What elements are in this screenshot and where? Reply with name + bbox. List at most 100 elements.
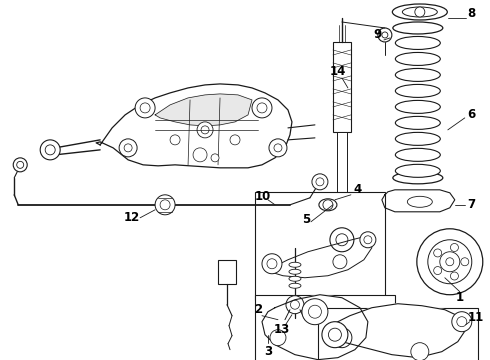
Circle shape (452, 312, 472, 332)
Polygon shape (155, 94, 252, 126)
Text: 12: 12 (124, 211, 140, 224)
Circle shape (378, 28, 392, 42)
Circle shape (323, 200, 333, 210)
Text: 5: 5 (302, 213, 310, 226)
Bar (255, 192, 385, 300)
Circle shape (193, 148, 207, 162)
Ellipse shape (395, 68, 441, 81)
Polygon shape (382, 190, 455, 212)
Circle shape (364, 236, 372, 244)
Ellipse shape (407, 196, 432, 207)
Circle shape (302, 299, 328, 325)
Circle shape (155, 195, 175, 215)
Circle shape (257, 103, 267, 113)
Circle shape (332, 328, 352, 348)
Text: 9: 9 (374, 28, 382, 41)
Bar (218, 260, 236, 284)
Text: 11: 11 (467, 311, 484, 324)
Circle shape (337, 333, 347, 343)
Circle shape (124, 144, 132, 152)
Ellipse shape (289, 276, 301, 281)
Circle shape (45, 145, 55, 155)
Ellipse shape (395, 85, 441, 98)
Circle shape (411, 343, 429, 360)
Circle shape (450, 272, 459, 280)
Ellipse shape (289, 269, 301, 274)
Circle shape (312, 174, 328, 190)
Circle shape (291, 300, 299, 309)
Text: 4: 4 (354, 183, 362, 196)
Ellipse shape (395, 116, 441, 129)
Polygon shape (262, 295, 368, 360)
Circle shape (360, 232, 376, 248)
Ellipse shape (395, 36, 441, 49)
Bar (335, 202, 349, 232)
Circle shape (270, 330, 286, 346)
Bar (318, 308, 478, 360)
Ellipse shape (395, 165, 441, 177)
Text: 8: 8 (467, 8, 476, 21)
Circle shape (40, 140, 60, 160)
Circle shape (316, 178, 324, 186)
Circle shape (336, 234, 348, 246)
Circle shape (201, 126, 209, 134)
Circle shape (461, 258, 469, 266)
Ellipse shape (393, 22, 443, 34)
Ellipse shape (319, 199, 337, 211)
Circle shape (135, 98, 155, 118)
Circle shape (333, 255, 347, 269)
Ellipse shape (289, 283, 301, 288)
Bar (337, 132, 347, 202)
Circle shape (211, 154, 219, 162)
Ellipse shape (395, 148, 441, 161)
Circle shape (434, 266, 441, 275)
Text: 3: 3 (264, 345, 272, 358)
Circle shape (197, 122, 213, 138)
Ellipse shape (393, 172, 443, 184)
Text: 6: 6 (467, 108, 476, 121)
Circle shape (119, 139, 137, 157)
Circle shape (440, 252, 460, 272)
Circle shape (382, 32, 388, 38)
Circle shape (328, 328, 342, 341)
Bar (255, 295, 395, 360)
Circle shape (417, 229, 483, 295)
Circle shape (330, 228, 354, 252)
Circle shape (457, 317, 467, 327)
Circle shape (308, 305, 321, 318)
Circle shape (434, 249, 441, 257)
Circle shape (170, 135, 180, 145)
Circle shape (415, 7, 425, 17)
Bar (333, 42, 351, 132)
Ellipse shape (402, 7, 437, 17)
Text: 2: 2 (254, 303, 262, 316)
Text: 10: 10 (255, 190, 271, 203)
Circle shape (13, 158, 27, 172)
Text: 13: 13 (274, 323, 290, 336)
Circle shape (160, 200, 170, 210)
Circle shape (267, 259, 277, 269)
Circle shape (286, 296, 304, 314)
Polygon shape (328, 304, 466, 358)
Circle shape (274, 144, 282, 152)
Polygon shape (265, 236, 372, 278)
Circle shape (322, 322, 348, 348)
Circle shape (140, 103, 150, 113)
Text: 7: 7 (468, 198, 476, 211)
Polygon shape (96, 84, 292, 168)
Text: 14: 14 (330, 66, 346, 78)
Circle shape (450, 243, 459, 252)
Ellipse shape (395, 53, 441, 66)
Ellipse shape (289, 262, 301, 267)
Circle shape (230, 135, 240, 145)
Ellipse shape (392, 4, 447, 20)
Circle shape (428, 240, 472, 284)
Ellipse shape (395, 132, 441, 145)
Circle shape (252, 98, 272, 118)
Circle shape (269, 139, 287, 157)
Circle shape (17, 161, 24, 168)
Text: 1: 1 (456, 291, 464, 304)
Circle shape (446, 258, 454, 266)
Ellipse shape (395, 100, 441, 113)
Circle shape (262, 254, 282, 274)
